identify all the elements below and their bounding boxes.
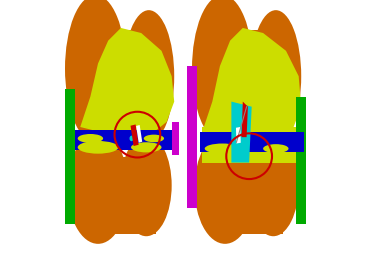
Polygon shape: [202, 127, 299, 163]
Ellipse shape: [121, 135, 172, 236]
Polygon shape: [187, 66, 197, 208]
Polygon shape: [131, 124, 139, 146]
Ellipse shape: [195, 132, 255, 244]
Polygon shape: [136, 125, 142, 143]
Polygon shape: [65, 89, 75, 178]
Ellipse shape: [78, 141, 118, 154]
Ellipse shape: [248, 135, 299, 236]
Ellipse shape: [65, 0, 126, 142]
Polygon shape: [236, 127, 241, 144]
Polygon shape: [296, 173, 306, 224]
Polygon shape: [80, 28, 174, 137]
Polygon shape: [217, 30, 283, 102]
Ellipse shape: [263, 144, 288, 153]
Ellipse shape: [78, 134, 103, 143]
Ellipse shape: [123, 10, 174, 142]
Polygon shape: [202, 28, 301, 142]
Polygon shape: [217, 157, 283, 234]
Polygon shape: [296, 97, 306, 178]
Ellipse shape: [144, 135, 164, 142]
Polygon shape: [232, 102, 252, 163]
Polygon shape: [172, 122, 179, 155]
Polygon shape: [75, 130, 177, 150]
Polygon shape: [242, 102, 248, 137]
Polygon shape: [200, 132, 304, 152]
Ellipse shape: [131, 142, 162, 152]
Polygon shape: [65, 173, 75, 224]
Ellipse shape: [129, 136, 134, 141]
Ellipse shape: [250, 10, 301, 142]
Ellipse shape: [205, 144, 240, 154]
Polygon shape: [90, 157, 156, 234]
Polygon shape: [90, 30, 156, 102]
Ellipse shape: [68, 132, 129, 244]
Ellipse shape: [192, 0, 253, 142]
